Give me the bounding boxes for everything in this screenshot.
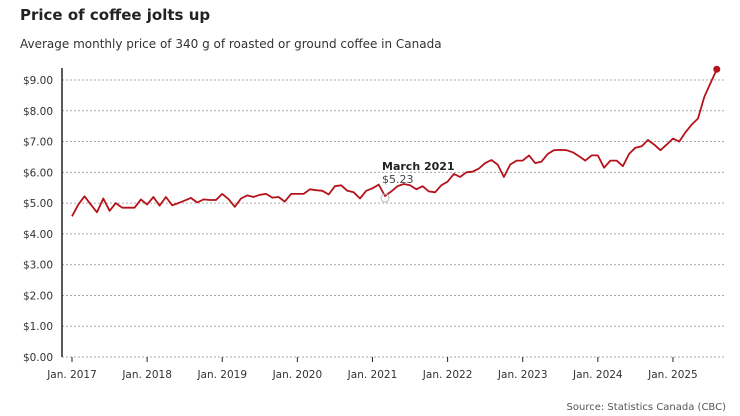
x-tick-label: Jan. 2018 xyxy=(121,369,172,381)
y-tick-label: $2.00 xyxy=(23,290,53,302)
chart-subtitle: Average monthly price of 340 g of roaste… xyxy=(20,37,442,51)
source-note: Source: Statistics Canada (CBC) xyxy=(566,402,726,413)
y-tick-label: $1.00 xyxy=(23,321,53,333)
price-line xyxy=(71,68,718,217)
annotation-label: March 2021 xyxy=(382,160,455,173)
y-tick-label: $3.00 xyxy=(23,260,53,272)
y-tick-label: $9.00 xyxy=(23,75,53,87)
chart-title: Price of coffee jolts up xyxy=(20,6,211,24)
x-tick-label: Jan. 2022 xyxy=(422,369,473,381)
x-tick-label: Jan. 2025 xyxy=(647,369,698,381)
annotation-value: $5.23 xyxy=(382,173,414,186)
annotation-marker xyxy=(380,193,390,203)
y-tick-label: $4.00 xyxy=(23,229,53,241)
x-tick-label: Jan. 2019 xyxy=(196,369,247,381)
y-tick-label: $0.00 xyxy=(23,352,53,364)
x-tick-label: Jan. 2021 xyxy=(347,369,398,381)
x-tick-label: Jan. 2023 xyxy=(497,369,548,381)
latest-point-marker xyxy=(713,65,721,73)
x-tick-label: Jan. 2024 xyxy=(572,369,623,381)
x-tick-label: Jan. 2017 xyxy=(46,369,97,381)
y-tick-label: $6.00 xyxy=(23,167,53,179)
x-tick-label: Jan. 2020 xyxy=(272,369,323,381)
y-tick-label: $5.00 xyxy=(23,198,53,210)
y-tick-label: $7.00 xyxy=(23,137,53,149)
y-tick-label: $8.00 xyxy=(23,106,53,118)
